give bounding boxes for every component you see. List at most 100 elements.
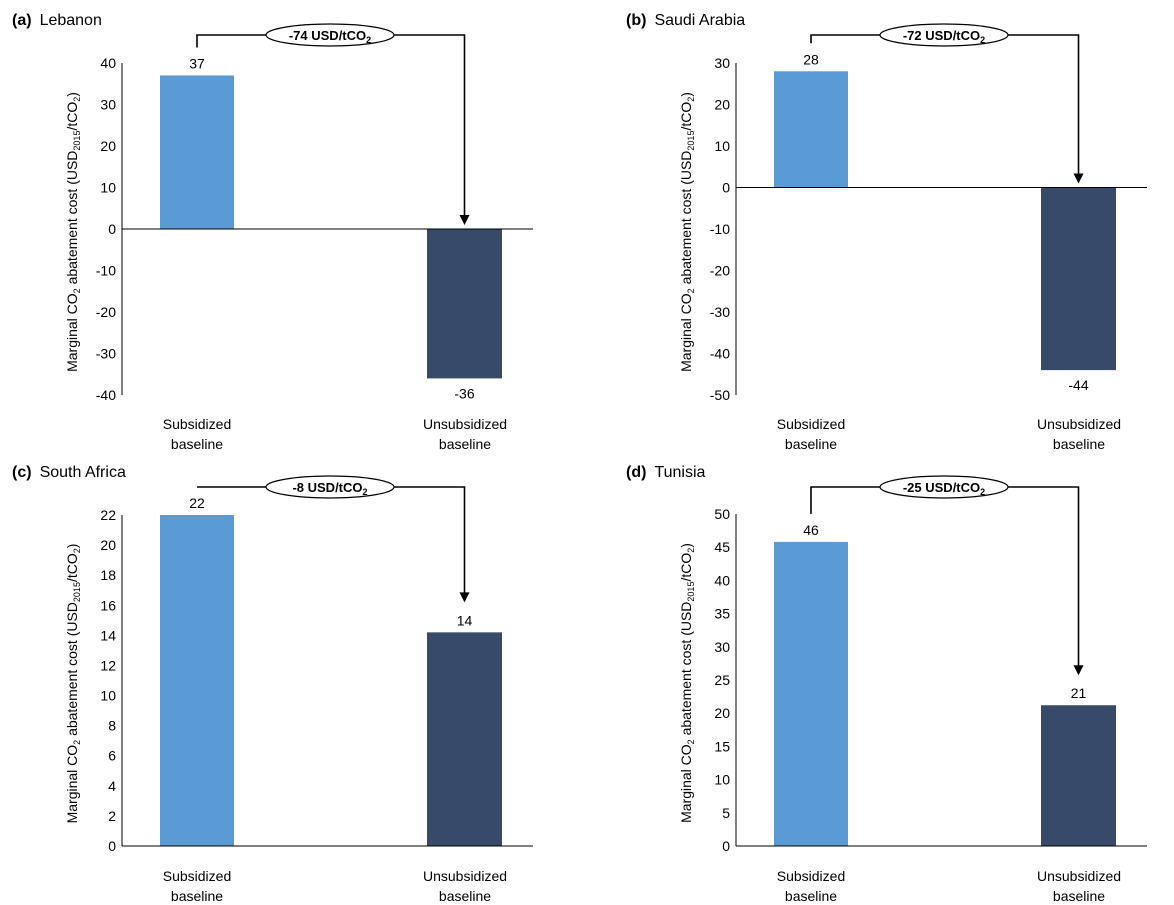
category-label-line: Unsubsidized — [1037, 416, 1121, 432]
y-axis-label-part: abatement cost (USD — [678, 602, 694, 740]
y-tick-label: 10 — [100, 688, 116, 704]
y-tick-label: 10 — [714, 772, 730, 788]
y-axis-label-part: Marginal CO — [64, 293, 80, 372]
panel-letter: (a) — [12, 12, 32, 29]
change-callout-ellipse — [879, 23, 1009, 47]
category-label: Unsubsidized baseline — [1037, 416, 1121, 452]
y-axis-label-part: ) — [64, 92, 80, 97]
change-arrowhead — [459, 215, 470, 225]
y-axis-label-sub: 2 — [686, 288, 696, 293]
y-axis-label-part: abatement cost (USD — [64, 151, 80, 289]
y-tick-label: 35 — [714, 606, 730, 622]
y-axis-label-sub: 2 — [72, 740, 82, 745]
y-tick-label: 10 — [100, 180, 116, 196]
y-axis-label-sub: 2015 — [686, 582, 696, 602]
panel-letter: (b) — [626, 12, 646, 29]
change-callout-label: -72 USD/tCO2 — [903, 28, 985, 45]
bar-unsubsidized — [427, 632, 502, 846]
y-axis-label-part: /tCO — [678, 102, 694, 131]
y-tick-label: 0 — [108, 838, 116, 854]
panel-title: (c) South Africa — [12, 464, 126, 481]
y-axis-label-part: /tCO — [64, 553, 80, 582]
y-tick-label: 8 — [108, 718, 116, 734]
y-tick-label: 30 — [714, 639, 730, 655]
category-label-line: baseline — [171, 888, 223, 904]
change-connector — [810, 34, 1080, 175]
y-axis-label-part: /tCO — [64, 102, 80, 131]
y-tick-label: -20 — [710, 263, 730, 279]
y-tick-label: 0 — [722, 180, 730, 196]
y-tick-label: 40 — [714, 572, 730, 588]
panel-country: Lebanon — [40, 12, 102, 29]
bar-value-label: 37 — [189, 55, 205, 71]
y-tick-label: -50 — [710, 387, 730, 403]
y-axis-label-sub: 2 — [686, 548, 696, 553]
category-label-line: Subsidized — [163, 416, 232, 432]
y-tick-label: 2 — [108, 808, 116, 824]
panel-title: (d) Tunisia — [626, 464, 706, 481]
y-tick-label: 40 — [100, 55, 116, 71]
y-tick-label: 0 — [108, 221, 116, 237]
y-tick-label: 0 — [722, 838, 730, 854]
y-tick-label: 22 — [100, 507, 116, 523]
bar-subsidized — [160, 515, 234, 846]
category-label-line: Subsidized — [163, 868, 232, 884]
y-axis-label: Marginal CO2 abatement cost (USD2015/tCO… — [64, 544, 82, 824]
panel-country: Saudi Arabia — [654, 12, 745, 29]
bar-value-label: -36 — [454, 385, 474, 401]
y-axis-label-sub: 2 — [72, 288, 82, 293]
change-callout-text: -25 USD/tCO — [903, 480, 980, 495]
y-tick-label: -40 — [710, 346, 730, 362]
y-axis-label-part: ) — [64, 544, 80, 549]
category-label-line: baseline — [785, 436, 837, 452]
category-label-line: Unsubsidized — [423, 416, 507, 432]
y-axis-label-sub: 2015 — [72, 582, 82, 602]
y-tick-label: -30 — [96, 346, 116, 362]
category-label-line: baseline — [439, 888, 491, 904]
y-axis-label: Marginal CO2 abatement cost (USD2015/tCO… — [678, 543, 696, 823]
category-label-line: baseline — [439, 436, 491, 452]
y-tick-label: 4 — [108, 778, 116, 794]
change-callout-ellipse — [879, 475, 1009, 499]
change-arrowhead — [459, 592, 470, 603]
change-callout-sub: 2 — [980, 35, 985, 45]
category-label: Subsidized baseline — [163, 868, 232, 904]
y-tick-label: 20 — [100, 138, 116, 154]
change-callout-sub: 2 — [980, 487, 985, 497]
panel-title: (a) Lebanon — [12, 12, 102, 29]
category-label: Subsidized baseline — [777, 416, 846, 452]
category-label: Unsubsidized baseline — [1037, 868, 1121, 904]
y-tick-label: 16 — [100, 597, 116, 613]
y-axis-label: Marginal CO2 abatement cost (USD2015/tCO… — [64, 92, 82, 372]
change-callout-text: -72 USD/tCO — [903, 28, 980, 43]
y-axis-label-part: Marginal CO — [678, 293, 694, 372]
category-label-line: baseline — [171, 436, 223, 452]
bar-unsubsidized — [427, 229, 502, 379]
y-tick-label: 6 — [108, 748, 116, 764]
y-tick-label: 45 — [714, 539, 730, 555]
bar-unsubsidized — [1041, 187, 1116, 371]
bar-value-label: 46 — [803, 522, 819, 538]
y-tick-label: 20 — [714, 705, 730, 721]
bar-subsidized — [774, 541, 848, 846]
y-tick-label: 25 — [714, 672, 730, 688]
y-axis-label-part: Marginal CO — [64, 745, 80, 824]
category-label: Subsidized baseline — [163, 416, 232, 452]
y-tick-label: 10 — [714, 138, 730, 154]
y-tick-label: -30 — [710, 304, 730, 320]
y-tick-label: 50 — [714, 506, 730, 522]
change-arrowhead — [1073, 665, 1084, 676]
panel-letter: (c) — [12, 464, 32, 481]
category-label-line: baseline — [1053, 888, 1105, 904]
y-tick-label: 20 — [714, 97, 730, 113]
change-callout-sub: 2 — [366, 35, 371, 45]
change-arrowhead — [1073, 173, 1084, 184]
y-axis-label-sub: 2015 — [72, 131, 82, 151]
y-axis-label-part: ) — [678, 543, 694, 548]
y-tick-label: -20 — [96, 304, 116, 320]
y-axis-label-part: abatement cost (USD — [64, 602, 80, 740]
